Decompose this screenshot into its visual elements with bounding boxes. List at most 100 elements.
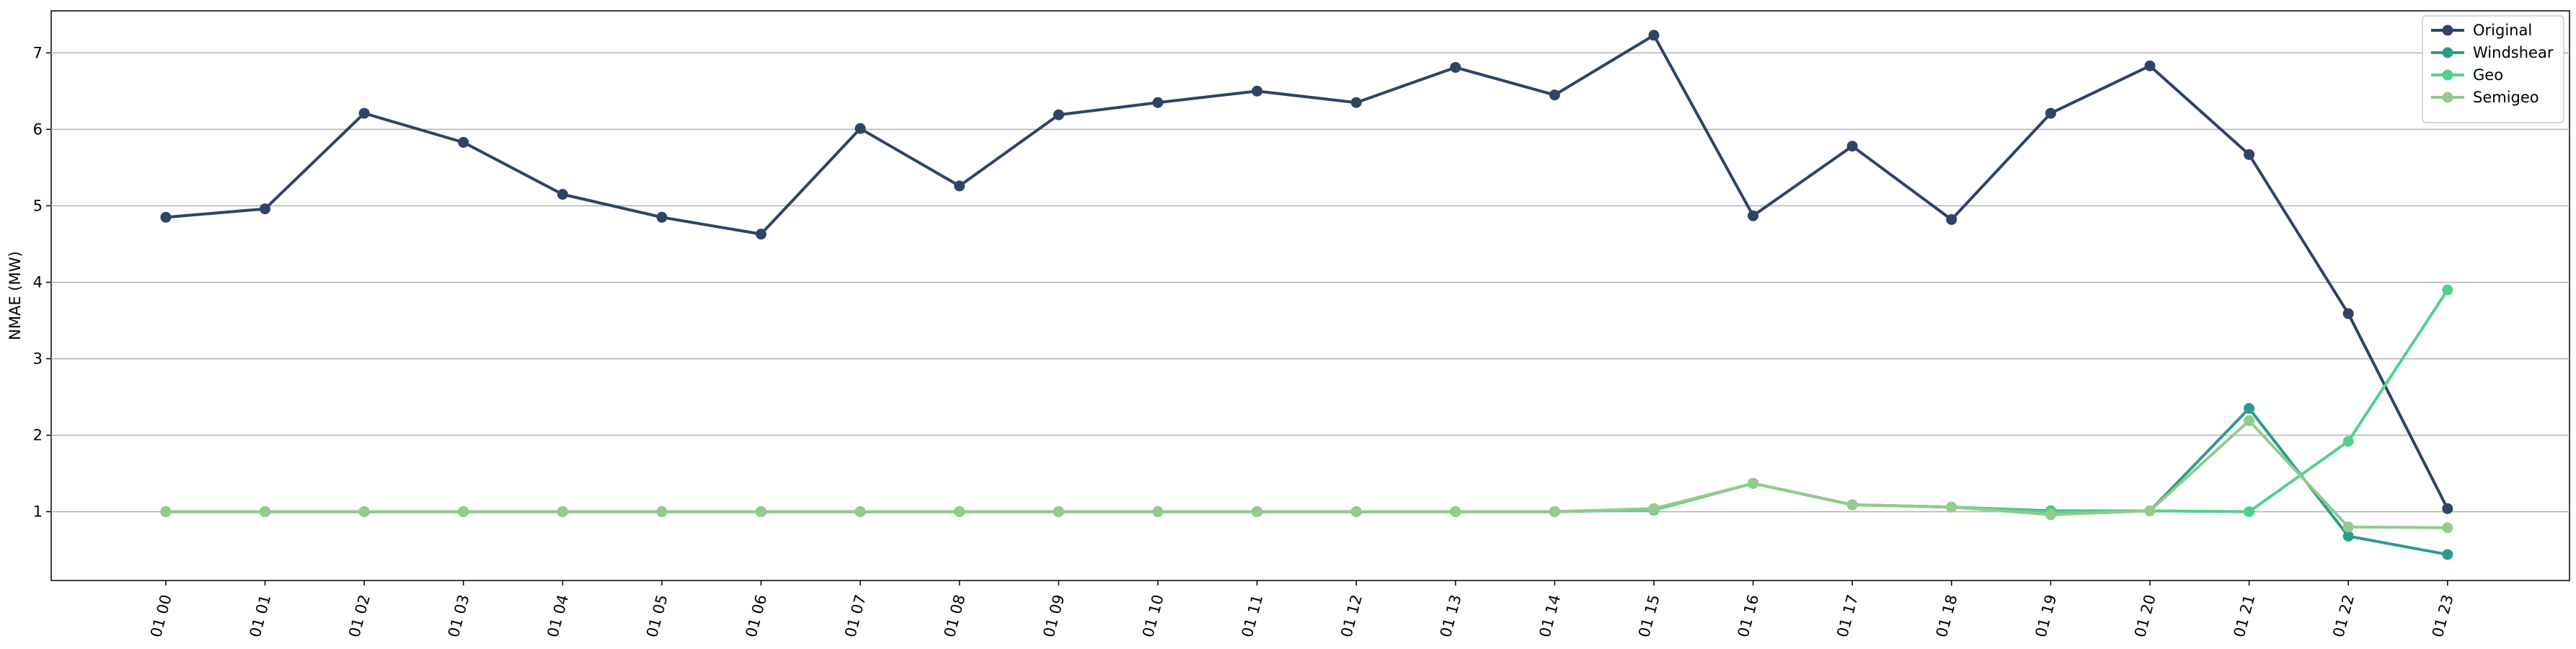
y-axis-ticks: 1 2 3 4 5 6 7	[33, 44, 51, 521]
y-tick-label: 3	[33, 350, 43, 367]
data-point	[2244, 415, 2255, 426]
legend-marker	[2442, 69, 2453, 81]
x-tick-label: 01 14	[1536, 593, 1564, 639]
legend-marker	[2442, 25, 2453, 36]
data-point	[358, 107, 370, 119]
data-point	[2045, 509, 2056, 521]
legend-marker	[2442, 92, 2453, 103]
x-tick-label: 01 00	[147, 593, 175, 639]
x-tick-label: 01 15	[1635, 593, 1663, 639]
data-point	[1846, 499, 1858, 511]
series-line	[165, 33, 2449, 510]
data-point	[656, 211, 668, 223]
data-point	[2442, 549, 2453, 560]
data-point	[2244, 402, 2255, 414]
data-point	[2342, 521, 2354, 533]
y-tick-label: 2	[33, 427, 43, 444]
data-point	[1748, 210, 1759, 221]
data-point	[854, 506, 866, 518]
x-tick-label: 01 21	[2231, 593, 2259, 639]
data-point	[2144, 60, 2156, 71]
x-tick-label: 01 07	[841, 593, 869, 639]
data-point	[1648, 503, 1660, 514]
x-tick-label: 01 08	[941, 593, 969, 639]
legend: Original Windshear Geo Semigeo	[2422, 15, 2564, 123]
data-point	[160, 506, 172, 518]
y-tick-label: 5	[33, 197, 43, 214]
data-point	[458, 136, 469, 148]
y-axis-label: NMAE (MW)	[6, 251, 24, 340]
x-tick-label: 01 11	[1239, 593, 1267, 639]
data-point	[954, 506, 965, 518]
data-point	[1846, 141, 1858, 152]
data-point	[2342, 308, 2354, 319]
data-point	[954, 180, 965, 192]
data-point	[260, 506, 271, 518]
legend-label: Windshear	[2473, 44, 2554, 61]
x-tick-label: 01 12	[1337, 593, 1366, 639]
data-point	[656, 506, 668, 518]
data-point	[1152, 506, 1164, 518]
x-tick-label: 01 22	[2329, 593, 2358, 639]
data-point	[1748, 477, 1759, 489]
series-line	[166, 288, 2449, 513]
data-point	[1252, 85, 1263, 97]
data-point	[2442, 522, 2453, 534]
legend-label: Semigeo	[2473, 89, 2539, 106]
x-tick-label: 01 09	[1040, 593, 1068, 639]
series-semigeo	[160, 415, 2453, 534]
plot-frame	[50, 10, 2570, 581]
series-line	[166, 419, 2448, 529]
x-tick-label: 01 20	[2131, 593, 2159, 639]
data-point	[1053, 109, 1064, 120]
legend-item-geo: Geo	[2431, 66, 2503, 84]
data-point	[2342, 530, 2354, 542]
data-point	[2244, 506, 2255, 518]
legend-label: Original	[2473, 22, 2532, 39]
data-point	[854, 123, 866, 134]
x-tick-label: 01 10	[1139, 593, 1167, 639]
data-point	[1350, 506, 1362, 518]
data-point	[756, 229, 767, 240]
x-tick-label: 01 06	[743, 593, 771, 639]
data-point	[1549, 506, 1560, 518]
legend-label: Geo	[2473, 66, 2503, 84]
data-point	[756, 506, 767, 518]
y-tick-label: 7	[33, 44, 43, 61]
data-point	[358, 506, 370, 518]
data-point	[1450, 506, 1461, 518]
data-point	[2442, 284, 2453, 296]
data-point	[1252, 506, 1263, 518]
legend-item-semigeo: Semigeo	[2431, 89, 2539, 106]
data-point	[2244, 149, 2255, 160]
data-point	[1152, 97, 1164, 108]
data-point	[1549, 89, 1560, 101]
x-axis-ticks: 01 00 01 01 01 02 01 03 01 04 01 05 01 06 01 07…	[147, 580, 2457, 639]
y-tick-label: 6	[33, 120, 43, 138]
x-tick-label: 01 01	[247, 593, 275, 639]
x-tick-label: 01 04	[544, 593, 572, 639]
data-point	[458, 506, 469, 518]
x-tick-label: 01 17	[1833, 593, 1862, 639]
data-point	[557, 506, 568, 518]
data-point	[1350, 97, 1362, 108]
x-tick-label: 01 03	[445, 593, 473, 639]
data-point	[260, 203, 271, 215]
x-tick-label: 01 05	[643, 593, 671, 639]
data-point	[1648, 30, 1660, 41]
data-point	[2442, 503, 2453, 514]
x-tick-label: 01 13	[1437, 593, 1465, 639]
data-point	[1053, 506, 1064, 518]
x-tick-label: 01 02	[345, 593, 373, 639]
data-point	[1946, 501, 1957, 513]
data-point	[557, 188, 568, 200]
series-line	[166, 407, 2448, 556]
x-tick-label: 01 19	[2032, 593, 2060, 639]
x-tick-label: 01 23	[2429, 593, 2457, 639]
series-windshear	[160, 402, 2453, 560]
y-tick-label: 4	[33, 273, 43, 291]
data-point	[2144, 505, 2156, 517]
x-tick-label: 01 18	[1933, 593, 1961, 639]
series-group	[160, 30, 2453, 560]
